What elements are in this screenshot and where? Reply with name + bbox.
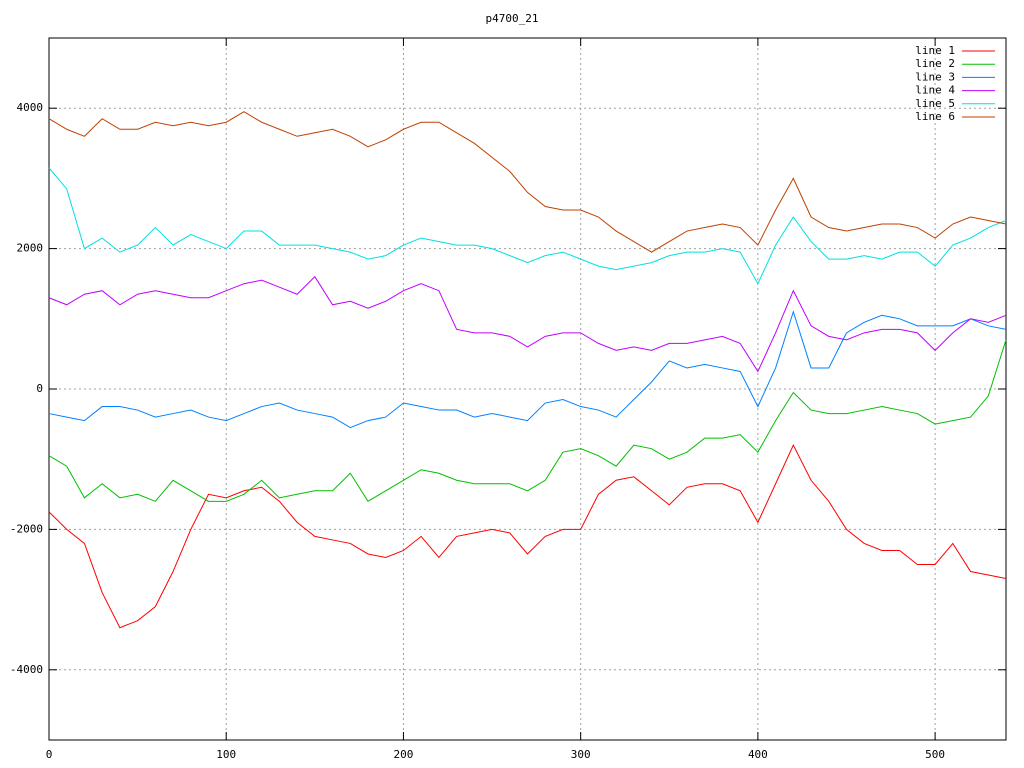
line-series <box>48 167 1007 285</box>
x-tick-label: 300 <box>571 748 591 761</box>
x-tick-label: 500 <box>925 748 945 761</box>
y-tick-label: -4000 <box>10 663 43 676</box>
legend-label: line 2 <box>915 57 955 70</box>
y-tick-label: 2000 <box>17 242 44 255</box>
legend-label: line 6 <box>915 110 955 123</box>
y-tick-label: 4000 <box>17 101 44 114</box>
x-tick-label: 0 <box>46 748 53 761</box>
x-tick-label: 200 <box>394 748 414 761</box>
plot-frame <box>48 37 1007 741</box>
line-series <box>48 310 1007 429</box>
legend-label: line 5 <box>915 97 955 110</box>
line-series <box>48 111 1007 253</box>
legend-label: line 1 <box>915 44 955 57</box>
line-series <box>48 444 1007 629</box>
y-tick-label: -2000 <box>10 522 43 535</box>
legend-label: line 4 <box>915 84 955 97</box>
legend-label: line 3 <box>915 70 955 83</box>
chart-title: p4700_21 <box>486 12 539 25</box>
x-tick-label: 400 <box>748 748 768 761</box>
x-tick-label: 100 <box>216 748 236 761</box>
y-tick-label: 0 <box>36 382 43 395</box>
line-series <box>48 275 1007 373</box>
line-series <box>48 339 1007 502</box>
